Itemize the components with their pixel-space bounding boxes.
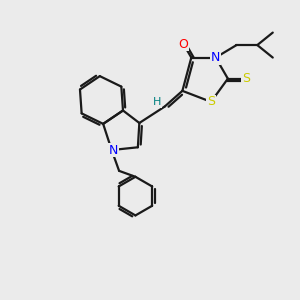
Text: N: N xyxy=(211,51,220,64)
Text: O: O xyxy=(178,38,188,51)
Text: H: H xyxy=(153,97,161,107)
Text: S: S xyxy=(242,72,250,85)
Text: N: N xyxy=(109,143,118,157)
Text: S: S xyxy=(207,95,215,108)
